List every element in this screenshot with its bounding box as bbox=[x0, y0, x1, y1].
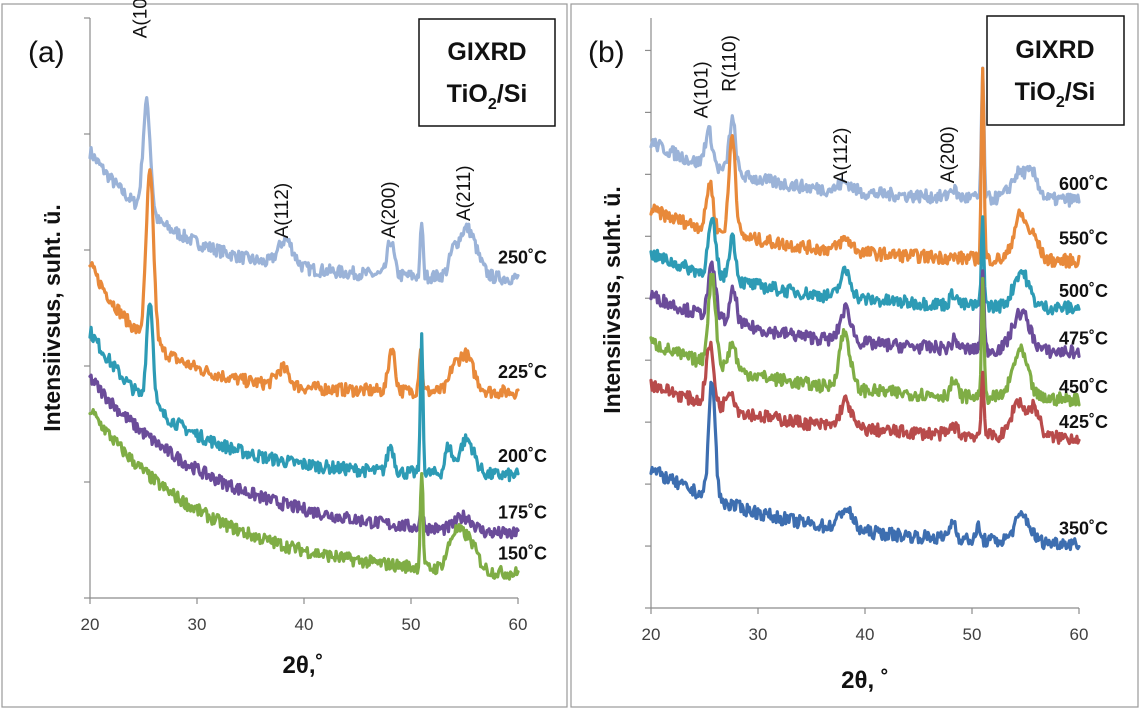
x-tick-label: 20 bbox=[81, 615, 100, 634]
series-label: 450˚C bbox=[1059, 377, 1108, 397]
peak-label: A(200) bbox=[938, 126, 959, 183]
series-label: 225˚C bbox=[498, 362, 547, 382]
x-tick-label: 20 bbox=[642, 625, 661, 644]
gixrd-box-a: GIXRD TiO2/Si bbox=[418, 18, 556, 127]
series-label: 200˚C bbox=[498, 446, 547, 466]
gixrd-box-a-line2-tail: /Si bbox=[497, 80, 528, 108]
series-curve bbox=[649, 380, 1081, 552]
x-tick-label: 40 bbox=[856, 625, 875, 644]
series-label: 500˚C bbox=[1059, 281, 1108, 301]
peak-label: A(200) bbox=[379, 181, 400, 238]
series-curve bbox=[649, 340, 1081, 446]
series-curve bbox=[649, 215, 1081, 316]
gixrd-box-a-line2-main: TiO bbox=[447, 80, 488, 108]
series-curves-b bbox=[649, 66, 1081, 552]
series-curve bbox=[88, 96, 520, 286]
series-curve bbox=[88, 168, 520, 400]
y-axis-label-a: Intensiivsus, suht. ü. bbox=[39, 204, 65, 431]
panel-b: 20 30 40 50 60 A(101) R(110) A(112) A(200) 600˚… bbox=[570, 3, 1139, 708]
series-curves-a bbox=[88, 96, 520, 581]
gixrd-box-b-line2-tail: /Si bbox=[1065, 78, 1096, 106]
panel-a: 20 30 40 50 60 A(101) A(112) A(200) A(211) 250˚… bbox=[1, 0, 568, 708]
series-curve bbox=[649, 272, 1081, 408]
series-label: 350˚C bbox=[1059, 519, 1108, 539]
axis-ticks-a: 20 30 40 50 60 bbox=[81, 17, 528, 634]
peak-label: A(112) bbox=[831, 128, 852, 184]
gixrd-box-b-line1: GIXRD bbox=[1015, 36, 1094, 64]
series-label: 425˚C bbox=[1059, 412, 1108, 432]
peak-labels-b: A(101) R(110) A(112) A(200) bbox=[692, 35, 959, 183]
gixrd-box-a-line2: TiO2/Si bbox=[447, 80, 528, 113]
x-tick-label: 60 bbox=[1070, 625, 1089, 644]
panel-label-b: (b) bbox=[588, 36, 625, 69]
peak-label: R(110) bbox=[720, 35, 741, 92]
series-labels-b: 600˚C 550˚C 500˚C 475˚C 450˚C 425˚C 350˚C bbox=[1059, 174, 1108, 538]
series-label: 175˚C bbox=[498, 502, 547, 522]
y-axis-label-b: Intensiivsus, suht. ü. bbox=[599, 186, 625, 413]
series-curve bbox=[88, 302, 520, 483]
series-label: 475˚C bbox=[1059, 328, 1108, 348]
axis-ticks-b: 20 30 40 50 60 bbox=[642, 49, 1089, 644]
peak-label: A(101) bbox=[131, 0, 152, 38]
x-axis-label-b: 2θ, ˚ bbox=[841, 667, 889, 694]
series-label: 250˚C bbox=[498, 248, 547, 268]
gixrd-box-b-line2-main: TiO bbox=[1015, 78, 1056, 106]
gixrd-box-b-frame bbox=[986, 15, 1125, 126]
series-curve bbox=[649, 260, 1081, 360]
series-curve bbox=[649, 66, 1081, 208]
gixrd-box-b-line2: TiO2/Si bbox=[1015, 78, 1096, 111]
peak-label: A(101) bbox=[692, 61, 713, 118]
x-tick-label: 50 bbox=[402, 615, 421, 634]
peak-labels-a: A(101) A(112) A(200) A(211) bbox=[131, 0, 475, 238]
gixrd-box-b: GIXRD TiO2/Si bbox=[986, 15, 1125, 126]
gixrd-box-a-line2-sub: 2 bbox=[488, 96, 497, 113]
series-curve bbox=[88, 373, 520, 540]
x-tick-label: 30 bbox=[188, 615, 207, 634]
x-tick-label: 40 bbox=[295, 615, 314, 634]
peak-label: A(112) bbox=[272, 183, 293, 239]
x-tick-label: 50 bbox=[963, 625, 982, 644]
series-label: 550˚C bbox=[1059, 228, 1108, 248]
x-axis-label-a: 2θ,˚ bbox=[283, 652, 324, 679]
x-tick-label: 30 bbox=[749, 625, 768, 644]
x-tick-label: 60 bbox=[509, 615, 528, 634]
gixrd-box-b-line2-sub: 2 bbox=[1056, 94, 1065, 111]
gixrd-box-a-line1: GIXRD bbox=[447, 38, 526, 66]
series-labels-a: 250˚C 225˚C 200˚C 175˚C 150˚C bbox=[498, 248, 547, 564]
peak-label: A(211) bbox=[454, 165, 475, 221]
series-label: 600˚C bbox=[1059, 174, 1108, 194]
series-label: 150˚C bbox=[498, 544, 547, 564]
gixrd-box-a-frame bbox=[418, 18, 556, 127]
series-curve bbox=[88, 408, 520, 581]
panel-label-a: (a) bbox=[28, 36, 65, 69]
series-curve bbox=[649, 66, 1081, 269]
